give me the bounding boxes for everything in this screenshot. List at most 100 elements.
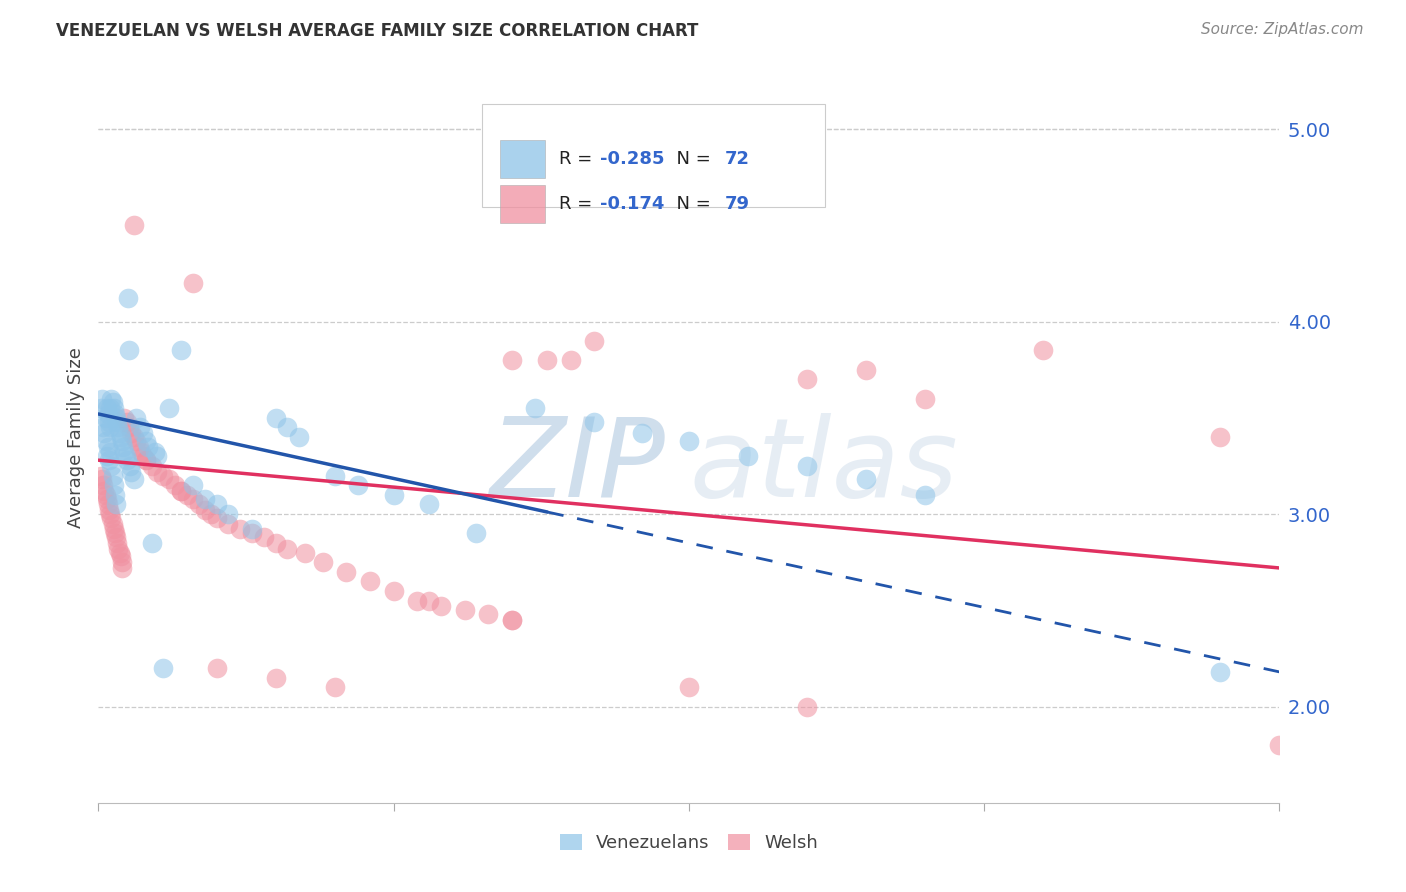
Welsh	[98, 503, 121, 517]
Welsh	[165, 478, 187, 492]
Text: Source: ZipAtlas.com: Source: ZipAtlas.com	[1201, 22, 1364, 37]
Venezuelans	[96, 450, 118, 464]
Welsh	[91, 478, 114, 492]
Venezuelans	[110, 430, 132, 444]
Welsh	[276, 541, 298, 556]
Welsh	[97, 498, 120, 512]
Welsh	[560, 353, 582, 368]
Venezuelans	[276, 420, 298, 434]
Venezuelans	[125, 410, 148, 425]
Welsh	[229, 523, 252, 537]
Venezuelans	[91, 392, 114, 406]
Welsh	[477, 607, 499, 622]
Welsh	[418, 593, 440, 607]
Venezuelans	[98, 401, 121, 416]
Welsh	[108, 545, 131, 559]
Venezuelans	[914, 488, 936, 502]
Welsh	[501, 353, 523, 368]
Venezuelans	[98, 415, 121, 429]
Venezuelans	[630, 426, 652, 441]
Welsh	[855, 362, 877, 376]
Venezuelans	[146, 450, 169, 464]
Welsh	[111, 555, 134, 569]
Venezuelans	[100, 392, 122, 406]
Welsh	[170, 483, 193, 498]
Venezuelans	[98, 445, 121, 459]
Welsh	[90, 468, 112, 483]
Welsh	[217, 516, 239, 531]
Venezuelans	[108, 426, 131, 441]
Welsh	[121, 426, 143, 441]
Venezuelans	[136, 440, 159, 454]
Venezuelans	[796, 458, 818, 473]
Venezuelans	[737, 450, 759, 464]
Welsh	[103, 523, 125, 537]
Welsh	[501, 613, 523, 627]
Text: 72: 72	[724, 150, 749, 168]
Welsh	[135, 453, 157, 467]
Welsh	[583, 334, 606, 348]
Venezuelans	[96, 401, 118, 416]
Venezuelans	[117, 292, 139, 306]
Venezuelans	[264, 410, 287, 425]
Welsh	[105, 536, 128, 550]
Welsh	[205, 661, 228, 675]
Welsh	[98, 507, 121, 521]
Venezuelans	[583, 415, 606, 429]
Welsh	[1268, 738, 1291, 752]
Welsh	[187, 498, 209, 512]
Welsh	[101, 516, 124, 531]
Welsh	[141, 458, 163, 473]
Welsh	[253, 530, 276, 544]
Welsh	[125, 434, 148, 448]
Welsh	[129, 445, 152, 459]
Welsh	[96, 491, 118, 506]
Venezuelans	[382, 488, 405, 502]
Text: -0.174: -0.174	[600, 195, 665, 213]
Venezuelans	[101, 395, 124, 409]
Venezuelans	[678, 434, 700, 448]
Welsh	[170, 483, 193, 498]
Venezuelans	[120, 458, 142, 473]
Welsh	[796, 699, 818, 714]
Venezuelans	[100, 458, 122, 473]
Welsh	[132, 450, 155, 464]
Venezuelans	[217, 507, 239, 521]
Venezuelans	[152, 661, 174, 675]
Welsh	[176, 488, 198, 502]
Venezuelans	[105, 498, 128, 512]
Text: atlas: atlas	[689, 413, 957, 520]
FancyBboxPatch shape	[482, 104, 825, 207]
Welsh	[105, 530, 128, 544]
Venezuelans	[205, 498, 228, 512]
Welsh	[914, 392, 936, 406]
Venezuelans	[104, 488, 127, 502]
Text: VENEZUELAN VS WELSH AVERAGE FAMILY SIZE CORRELATION CHART: VENEZUELAN VS WELSH AVERAGE FAMILY SIZE …	[56, 22, 699, 40]
Venezuelans	[97, 407, 120, 421]
Venezuelans	[111, 434, 134, 448]
Text: 79: 79	[724, 195, 749, 213]
Text: R =: R =	[560, 150, 598, 168]
Venezuelans	[104, 407, 127, 421]
Welsh	[110, 549, 132, 564]
Venezuelans	[135, 434, 157, 448]
Venezuelans	[103, 401, 125, 416]
Venezuelans	[181, 478, 204, 492]
Welsh	[94, 488, 117, 502]
Welsh	[205, 511, 228, 525]
Welsh	[1032, 343, 1054, 358]
Welsh	[100, 511, 122, 525]
Welsh	[501, 613, 523, 627]
Venezuelans	[128, 420, 150, 434]
Welsh	[112, 410, 135, 425]
Welsh	[122, 430, 145, 444]
Venezuelans	[105, 410, 128, 425]
Text: N =: N =	[665, 150, 717, 168]
Venezuelans	[347, 478, 370, 492]
Welsh	[118, 420, 141, 434]
Text: -0.285: -0.285	[600, 150, 665, 168]
Venezuelans	[94, 410, 117, 425]
Welsh	[678, 681, 700, 695]
Welsh	[181, 276, 204, 290]
Venezuelans	[115, 453, 138, 467]
